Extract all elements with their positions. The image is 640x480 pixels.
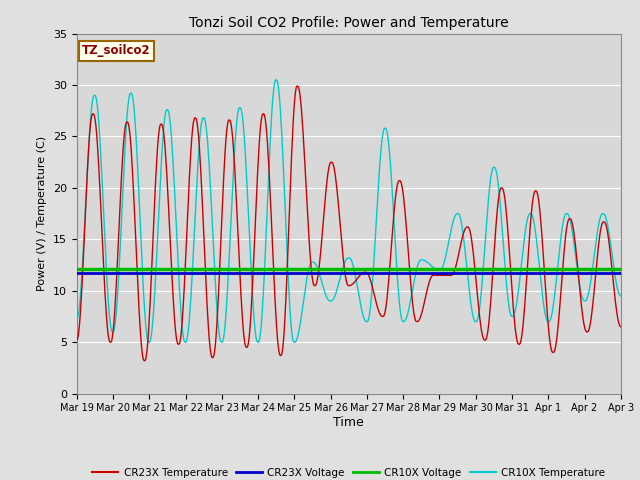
CR23X Voltage — [415, 270, 422, 276]
CR23X Voltage — [431, 270, 438, 276]
CR10X Voltage — [73, 266, 81, 272]
CR23X Temperature — [417, 315, 424, 321]
CR10X Voltage — [431, 266, 438, 272]
Line: CR10X Temperature: CR10X Temperature — [77, 80, 621, 342]
CR10X Voltage — [223, 266, 230, 272]
X-axis label: Time: Time — [333, 416, 364, 429]
CR23X Temperature — [223, 122, 231, 128]
CR23X Temperature — [140, 358, 148, 363]
CR23X Voltage — [139, 270, 147, 276]
CR23X Temperature — [293, 83, 301, 89]
Y-axis label: Power (V) / Temperature (C): Power (V) / Temperature (C) — [37, 136, 47, 291]
CR10X Temperature — [145, 339, 152, 345]
CR23X Temperature — [195, 134, 202, 140]
CR23X Temperature — [83, 183, 90, 189]
Line: CR23X Temperature: CR23X Temperature — [77, 86, 621, 360]
CR23X Voltage — [223, 270, 230, 276]
CR10X Voltage — [617, 266, 625, 272]
CR10X Temperature — [83, 182, 90, 188]
CR23X Voltage — [194, 270, 202, 276]
CR23X Voltage — [617, 270, 625, 276]
Legend: CR23X Temperature, CR23X Voltage, CR10X Voltage, CR10X Temperature: CR23X Temperature, CR23X Voltage, CR10X … — [88, 464, 609, 480]
CR10X Voltage — [194, 266, 202, 272]
CR10X Temperature — [272, 77, 280, 83]
CR10X Voltage — [415, 266, 422, 272]
CR10X Voltage — [139, 266, 147, 272]
CR23X Voltage — [73, 270, 81, 276]
Title: Tonzi Soil CO2 Profile: Power and Temperature: Tonzi Soil CO2 Profile: Power and Temper… — [189, 16, 509, 30]
CR23X Voltage — [83, 270, 90, 276]
CR10X Temperature — [73, 317, 81, 323]
CR23X Temperature — [433, 273, 440, 278]
CR23X Temperature — [617, 324, 625, 330]
CR10X Temperature — [139, 272, 147, 278]
CR10X Temperature — [223, 289, 231, 295]
CR10X Voltage — [83, 266, 90, 272]
CR10X Temperature — [195, 151, 202, 156]
CR10X Temperature — [433, 266, 440, 272]
CR23X Temperature — [139, 353, 147, 359]
CR10X Temperature — [617, 293, 625, 299]
CR10X Temperature — [417, 257, 424, 263]
Text: TZ_soilco2: TZ_soilco2 — [82, 44, 151, 58]
CR23X Temperature — [73, 337, 81, 343]
